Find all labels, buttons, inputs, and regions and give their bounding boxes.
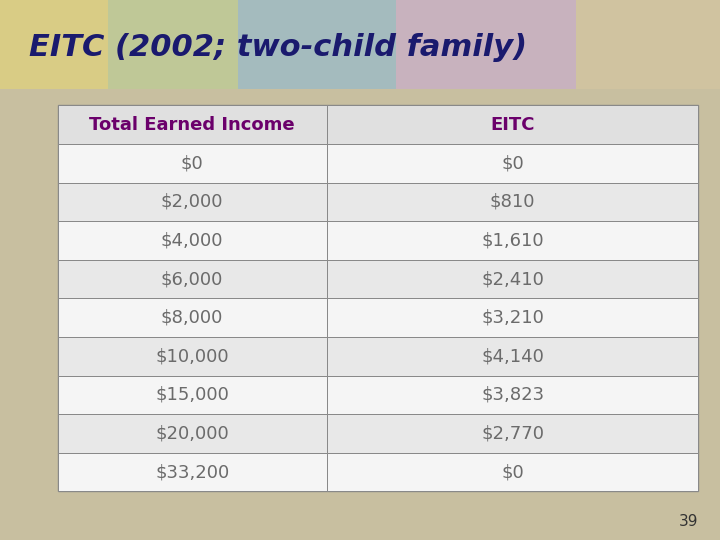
- Bar: [108, 0, 238, 89]
- Text: $2,410: $2,410: [481, 270, 544, 288]
- Text: $3,823: $3,823: [481, 386, 544, 404]
- Bar: [58, 105, 327, 144]
- Bar: [58, 144, 327, 183]
- Text: $0: $0: [501, 463, 524, 481]
- Text: $2,770: $2,770: [481, 424, 544, 442]
- Bar: [327, 298, 698, 337]
- Bar: [58, 414, 327, 453]
- Text: $33,200: $33,200: [155, 463, 229, 481]
- Text: 39: 39: [679, 514, 698, 529]
- Bar: [0, 94, 50, 540]
- Text: $20,000: $20,000: [156, 424, 229, 442]
- Bar: [0, 0, 720, 94]
- Text: $2,000: $2,000: [161, 193, 223, 211]
- Text: $10,000: $10,000: [156, 347, 229, 365]
- Text: $0: $0: [501, 154, 524, 172]
- Bar: [58, 376, 327, 414]
- Bar: [327, 260, 698, 299]
- Bar: [0, 0, 108, 89]
- Bar: [58, 453, 327, 491]
- Text: $6,000: $6,000: [161, 270, 223, 288]
- Bar: [327, 453, 698, 491]
- Text: Total Earned Income: Total Earned Income: [89, 116, 295, 133]
- Bar: [327, 183, 698, 221]
- Bar: [238, 0, 396, 89]
- Text: EITC: EITC: [490, 116, 535, 133]
- Bar: [327, 337, 698, 376]
- Bar: [58, 105, 698, 491]
- Bar: [396, 0, 576, 89]
- Bar: [327, 414, 698, 453]
- Bar: [327, 221, 698, 260]
- Text: EITC (2002; two-child family): EITC (2002; two-child family): [29, 33, 527, 62]
- Bar: [58, 260, 327, 299]
- Bar: [58, 221, 327, 260]
- Text: $4,140: $4,140: [481, 347, 544, 365]
- Bar: [327, 144, 698, 183]
- Bar: [58, 337, 327, 376]
- Text: $3,210: $3,210: [481, 309, 544, 327]
- Text: $15,000: $15,000: [156, 386, 229, 404]
- Text: $8,000: $8,000: [161, 309, 223, 327]
- Bar: [576, 0, 720, 89]
- Bar: [327, 376, 698, 414]
- Text: $1,610: $1,610: [481, 232, 544, 249]
- Text: $4,000: $4,000: [161, 232, 223, 249]
- Bar: [327, 105, 698, 144]
- Text: $810: $810: [490, 193, 535, 211]
- Text: $0: $0: [181, 154, 204, 172]
- Bar: [58, 298, 327, 337]
- Bar: [58, 183, 327, 221]
